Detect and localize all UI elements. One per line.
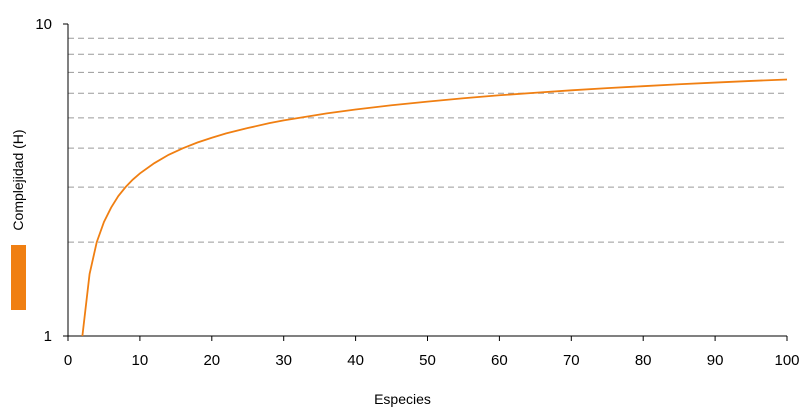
y-tick-label-10: 10 [35, 16, 52, 33]
series-line-0 [81, 78, 788, 337]
x-tick-label-20: 20 [203, 352, 220, 369]
x-tick-label-90: 90 [707, 352, 724, 369]
y-tick-label-1: 1 [44, 328, 52, 345]
x-tick-label-40: 40 [347, 352, 364, 369]
x-tick-label-0: 0 [64, 352, 72, 369]
y-axis-label: Complejidad (H) [10, 129, 26, 230]
x-tick-label-50: 50 [419, 352, 436, 369]
gridlines [68, 37, 787, 243]
x-tick-label-30: 30 [275, 352, 292, 369]
legend-swatch [11, 245, 26, 310]
axes [67, 24, 787, 337]
x-tick-label-80: 80 [635, 352, 652, 369]
x-tick-label-10: 10 [132, 352, 149, 369]
x-axis-label: Especies [374, 391, 431, 407]
x-tick-label-100: 100 [774, 352, 799, 369]
x-tick-label-70: 70 [563, 352, 580, 369]
series-layer [81, 78, 788, 337]
x-tick-label-60: 60 [491, 352, 508, 369]
